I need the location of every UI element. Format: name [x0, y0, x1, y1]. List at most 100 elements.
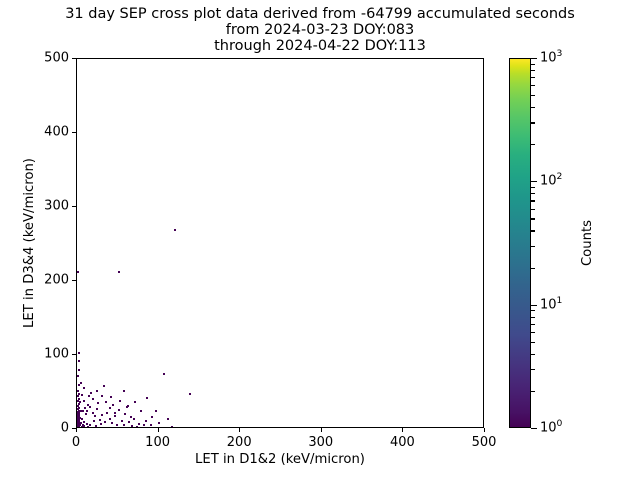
scatter-point [150, 423, 153, 426]
scatter-point [85, 422, 88, 425]
scatter-point [100, 427, 102, 428]
colorbar-tick-minor [531, 186, 535, 189]
scatter-point [78, 393, 81, 396]
plot-axes [76, 58, 484, 428]
x-tick-label: 400 [389, 435, 415, 450]
y-tick-mark [72, 280, 76, 282]
colorbar-tick-minor [531, 316, 535, 318]
x-tick-mark [239, 428, 241, 432]
scatter-point [83, 425, 86, 427]
scatter-point [111, 422, 114, 425]
scatter-point [128, 421, 131, 424]
y-tick-mark [72, 428, 76, 430]
scatter-point [79, 416, 82, 419]
y-tick-label: 200 [44, 272, 69, 288]
colorbar-tick-minor [531, 218, 535, 220]
scatter-point [120, 419, 123, 422]
x-tick-mark [320, 428, 322, 432]
y-tick-label: 300 [44, 198, 69, 214]
x-tick-mark [484, 428, 486, 432]
x-tick-label: 100 [145, 435, 171, 450]
scatter-point [113, 415, 116, 418]
colorbar-tick-minor [531, 95, 535, 97]
scatter-point [78, 413, 81, 416]
x-tick-label: 200 [226, 435, 252, 450]
scatter-point [125, 405, 128, 408]
scatter-point [78, 425, 81, 427]
scatter-point [98, 426, 101, 427]
scatter-point [133, 401, 136, 404]
title-line-3: through 2024-04-22 DOY:113 [214, 38, 426, 54]
scatter-point [163, 373, 166, 376]
scatter-point [95, 389, 98, 392]
scatter-point [171, 425, 174, 427]
scatter-point [77, 408, 79, 411]
colorbar-tick-minor [531, 122, 535, 124]
scatter-point [77, 426, 79, 427]
scatter-point [109, 407, 112, 410]
title-line-1: 31 day SEP cross plot data derived from … [65, 6, 575, 22]
scatter-point [91, 412, 94, 415]
colorbar-tick-minor [531, 144, 535, 146]
scatter-point [84, 426, 87, 427]
scatter-point [123, 424, 126, 427]
scatter-point [88, 395, 91, 398]
scatter-point [110, 396, 113, 399]
scatter-point [166, 418, 169, 421]
scatter-point [89, 405, 92, 408]
title-line-2: from 2024-03-23 DOY:083 [225, 22, 415, 38]
scatter-point [82, 427, 84, 428]
y-tick-label: 0 [60, 420, 69, 436]
scatter-point [81, 410, 84, 413]
scatter-point [135, 425, 138, 427]
scatter-point [80, 425, 83, 427]
scatter-point [145, 419, 148, 422]
scatter-point [124, 413, 127, 416]
colorbar-tick-minor [531, 341, 535, 343]
colorbar-tick-minor [531, 85, 535, 87]
scatter-point [84, 413, 87, 416]
scatter-point [130, 425, 133, 427]
scatter-point [77, 427, 79, 428]
x-tick-mark [402, 428, 404, 432]
scatter-point [155, 409, 158, 412]
scatter-point [77, 271, 79, 274]
x-tick-label: 0 [71, 435, 81, 450]
y-tick-mark [72, 58, 76, 60]
scatter-point [118, 271, 121, 274]
scatter-point [77, 389, 79, 392]
scatter-point [77, 405, 79, 408]
colorbar-tick-major [531, 181, 537, 183]
scatter-point [78, 419, 81, 422]
colorbar-tick-minor [531, 310, 535, 312]
scatter-point [111, 403, 114, 406]
scatter-point [105, 400, 108, 403]
colorbar-tick-minor [531, 323, 535, 325]
colorbar-tick-minor [531, 193, 535, 195]
colorbar-tick-minor [531, 267, 535, 269]
colorbar-tick-label: 103 [540, 48, 563, 66]
scatter-point [119, 399, 122, 402]
scatter-point [133, 418, 136, 421]
x-tick-label: 300 [308, 435, 334, 450]
scatter-point [86, 403, 89, 406]
colorbar-tick-minor [531, 353, 535, 355]
scatter-point [103, 421, 106, 424]
scatter-point [158, 422, 161, 425]
x-tick-mark [157, 428, 159, 432]
scatter-point [87, 427, 89, 428]
y-tick-mark [72, 206, 76, 208]
colorbar-tick-label: 100 [540, 418, 563, 436]
scatter-point [89, 424, 92, 427]
colorbar-tick-minor [531, 230, 535, 232]
colorbar-tick-minor [531, 332, 535, 334]
scatter-point [83, 399, 86, 402]
scatter-point [85, 410, 88, 413]
scatter-point [99, 422, 102, 425]
scatter-point [77, 422, 79, 425]
colorbar-tick-label: 101 [540, 294, 563, 313]
scatter-point [77, 402, 80, 405]
scatter-point [142, 424, 145, 427]
scatter-point [77, 425, 79, 427]
